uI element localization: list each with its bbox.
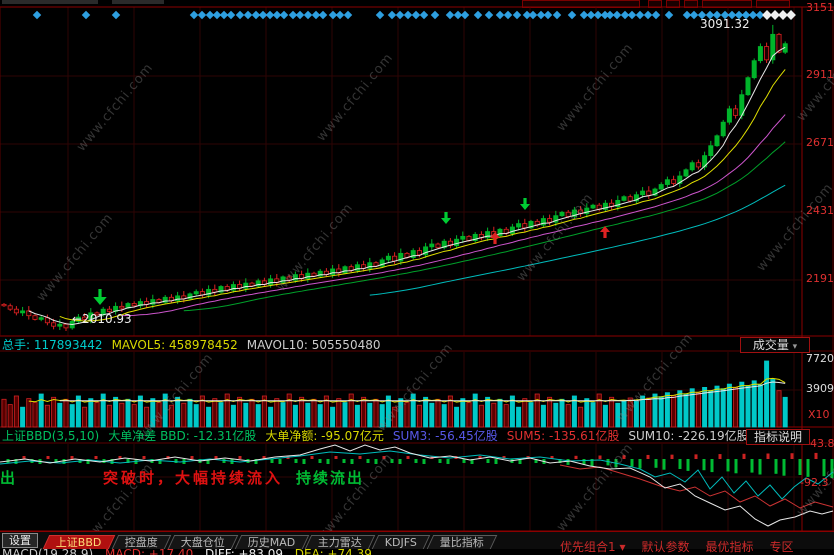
tab-liangbi-zhibiao[interactable]: 量比指标 [426, 535, 498, 549]
default-params-button[interactable]: 默认参数 [641, 540, 690, 554]
volume-unit-label: X10 [808, 408, 830, 421]
bbd-axis-top-label: 43.8 [810, 437, 834, 450]
header-field: SUM10: -226.19亿股 [628, 429, 749, 443]
volume-selector-label: 成交量 [752, 338, 789, 352]
green-annotation: 持续流出 [296, 469, 365, 487]
settings-button[interactable]: 设置 [2, 533, 38, 548]
price-axis-label: 3151 [806, 1, 834, 14]
diff-value: DIFF: +83.09 [205, 547, 283, 555]
combo-selector[interactable]: 优先组合1 ▾ [560, 538, 626, 555]
bbd-header: 上证BBD(3,5,10) 大单净差 BBD: -12.31亿股 大单净额: -95… [2, 430, 758, 442]
red-annotation: 突破时，大幅持续流入 [103, 469, 284, 487]
toolbar-text-fragment [112, 0, 164, 4]
bbd-axis-mid-label: -92.3 [800, 476, 829, 489]
indicator-help-label: 指标说明 [753, 430, 802, 444]
header-field: MAVOL10: 505550480 [246, 338, 381, 352]
toolbar-text-fragment [2, 0, 98, 4]
clipped-annotation: 出 [0, 469, 19, 487]
volume-axis-label: 7720 [806, 352, 834, 365]
price-axis-label: 2671 [806, 136, 834, 149]
tab-kdjfs[interactable]: KDJFS [371, 535, 431, 549]
bottom-right-controls: 优先组合1 ▾ 默认参数 最优指标 专区 [560, 538, 794, 555]
macd-status-row: MACD(19,28,9) MACD: +17.40 DIFF: +83.09 … [2, 547, 380, 555]
volume-header: 总手: 117893442 MAVOL5: 458978452 MAVOL10: 5… [2, 339, 389, 351]
macd-name: MACD(19,28,9) [2, 547, 94, 555]
header-field: SUM5: -135.61亿股 [506, 429, 620, 443]
volume-indicator-selector[interactable]: 成交量 ▾ [740, 337, 810, 353]
volume-axis-label: 3909 [806, 382, 834, 395]
macd-value: MACD: +17.40 [104, 547, 194, 555]
chevron-down-icon: ▾ [792, 342, 798, 352]
header-field: SUM3: -56.45亿股 [392, 429, 498, 443]
header-field: 大单净差 BBD: -12.31亿股 [108, 429, 257, 443]
zone-button[interactable]: 专区 [769, 540, 794, 554]
dea-value: DEA: +74.39 [294, 547, 372, 555]
header-field: MAVOL5: 458978452 [111, 338, 238, 352]
indicator-help-button[interactable]: 指标说明 [746, 429, 810, 445]
peak-price-label: 3091.32 [700, 17, 750, 31]
price-axis-label: 2191 [806, 272, 834, 285]
best-indicator-button[interactable]: 最优指标 [705, 540, 754, 554]
price-axis-label: 2911 [806, 68, 834, 81]
indicator-tab-bar: 设置 上证BBD 控盘度 大盘仓位 历史MAD 主力雷达 KDJFS 量比指标 [0, 531, 834, 549]
header-field: 大单净额: -95.07亿元 [265, 429, 384, 443]
header-field: 上证BBD(3,5,10) [2, 429, 100, 443]
combo-label: 优先组合1 [560, 540, 616, 554]
low-price-label: ←2010.93 [72, 312, 132, 326]
chevron-down-icon: ▾ [619, 540, 626, 554]
header-field: 总手: 117893442 [2, 338, 103, 352]
price-axis-label: 2431 [806, 204, 834, 217]
